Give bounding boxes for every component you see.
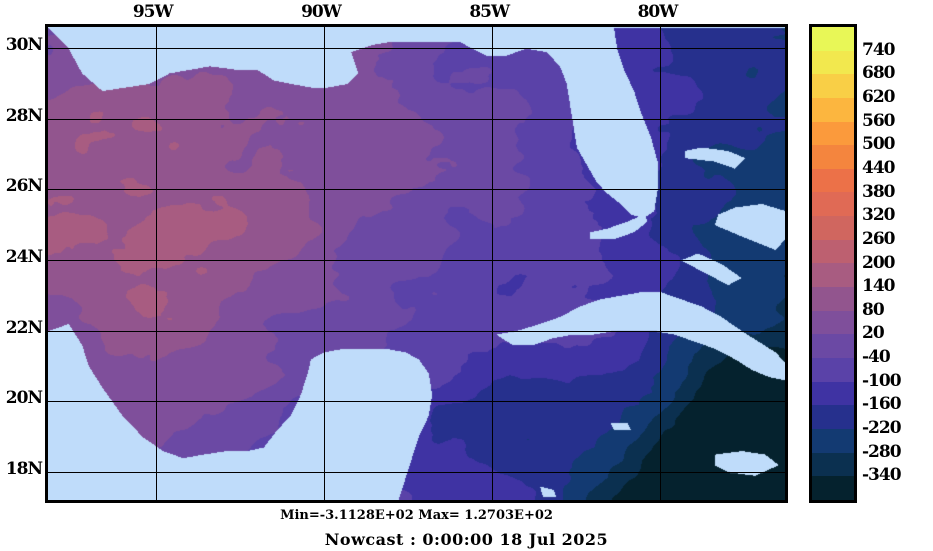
colorbar-band bbox=[812, 97, 854, 122]
colorbar-band bbox=[812, 239, 854, 264]
colorbar-tick: 560 bbox=[862, 110, 895, 131]
colorbar-band bbox=[812, 405, 854, 429]
colorbar-tick: -220 bbox=[862, 418, 902, 439]
gridline-lat bbox=[48, 48, 785, 49]
lon-tick-85w: 85W bbox=[469, 2, 510, 22]
gridline-lon bbox=[492, 27, 493, 500]
gridline-lat bbox=[48, 401, 785, 402]
lat-tick-18n: 18N bbox=[5, 458, 43, 479]
lat-tick-30n: 30N bbox=[5, 35, 43, 56]
lat-tick-20n: 20N bbox=[5, 388, 43, 409]
colorbar bbox=[809, 24, 857, 503]
gridline-lon bbox=[156, 27, 157, 500]
colorbar-band bbox=[812, 381, 854, 406]
gridline-lon bbox=[660, 27, 661, 500]
colorbar-band bbox=[812, 216, 854, 240]
lat-tick-26n: 26N bbox=[5, 176, 43, 197]
colorbar-tick: 500 bbox=[862, 134, 895, 155]
colorbar-tick: 380 bbox=[862, 181, 895, 202]
gridline-lat bbox=[48, 189, 785, 190]
lat-tick-22n: 22N bbox=[5, 317, 43, 338]
colorbar-band bbox=[812, 263, 854, 288]
colorbar-tick: 260 bbox=[862, 228, 895, 249]
colorbar-tick: 620 bbox=[862, 86, 895, 107]
colorbar-band bbox=[812, 310, 854, 335]
lon-tick-95w: 95W bbox=[132, 2, 174, 22]
colorbar-band bbox=[812, 287, 854, 311]
colorbar-band bbox=[812, 50, 854, 75]
colorbar-tick: -340 bbox=[862, 465, 902, 486]
colorbar-band bbox=[812, 74, 854, 98]
nowcast-timestamp: Nowcast : 0:00:00 18 Jul 2025 bbox=[324, 530, 609, 549]
map-plot-area[interactable] bbox=[45, 24, 788, 503]
lat-tick-28n: 28N bbox=[5, 105, 43, 126]
lon-tick-80w: 80W bbox=[637, 2, 679, 22]
colorbar-tick: 200 bbox=[862, 252, 895, 273]
colorbar-tick: -100 bbox=[862, 370, 902, 391]
colorbar-band bbox=[812, 476, 854, 500]
colorbar-tick: -280 bbox=[862, 441, 902, 462]
colorbar-tick-labels: 740 680 620 560 500 440 380 320 260 200 140 80 20 -40… bbox=[862, 24, 933, 503]
colorbar-band bbox=[812, 192, 854, 217]
colorbar-band bbox=[812, 168, 854, 193]
lat-tick-24n: 24N bbox=[5, 246, 43, 267]
colorbar-tick: 440 bbox=[862, 157, 895, 178]
colorbar-band bbox=[812, 428, 854, 453]
colorbar-tick: -40 bbox=[862, 347, 891, 368]
colorbar-tick: 20 bbox=[862, 323, 885, 344]
colorbar-tick: -160 bbox=[862, 394, 902, 415]
colorbar-band bbox=[812, 121, 854, 146]
lon-tick-90w: 90W bbox=[301, 2, 342, 22]
colorbar-band bbox=[812, 27, 854, 51]
contour-field bbox=[48, 27, 785, 500]
colorbar-band bbox=[812, 145, 854, 169]
colorbar-tick: 140 bbox=[862, 276, 895, 297]
colorbar-tick: 320 bbox=[862, 205, 895, 226]
colorbar-band bbox=[812, 334, 854, 358]
gridline-lat bbox=[48, 119, 785, 120]
colorbar-band bbox=[812, 357, 854, 382]
colorbar-tick: 80 bbox=[862, 299, 885, 320]
minmax-statistics: Min=-3.1128E+02 Max= 1.2703E+02 bbox=[280, 508, 553, 523]
colorbar-tick: 680 bbox=[862, 63, 895, 84]
colorbar-band bbox=[812, 452, 854, 477]
gridline-lat bbox=[48, 260, 785, 261]
gridline-lon bbox=[324, 27, 325, 500]
gridline-lat bbox=[48, 472, 785, 473]
colorbar-tick: 740 bbox=[862, 39, 895, 60]
gridline-lat bbox=[48, 331, 785, 332]
